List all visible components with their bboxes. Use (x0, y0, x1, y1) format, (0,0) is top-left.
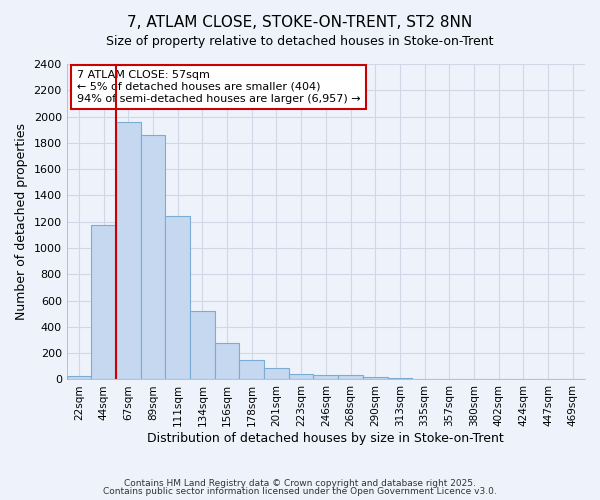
Bar (239, 360, 264, 380)
Bar (67, 376, 91, 380)
X-axis label: Distribution of detached houses by size in Stoke-on-Trent: Distribution of detached houses by size … (148, 432, 504, 445)
Text: Contains HM Land Registry data © Crown copyright and database right 2025.: Contains HM Land Registry data © Crown c… (124, 478, 476, 488)
Bar (412, 379, 437, 380)
Bar (215, 344, 239, 380)
Text: Contains public sector information licensed under the Open Government Licence v3: Contains public sector information licen… (103, 487, 497, 496)
Bar (116, 122, 141, 380)
Bar (363, 377, 388, 380)
Bar (388, 378, 412, 380)
Bar (289, 374, 313, 380)
Bar (338, 375, 363, 380)
Bar (313, 375, 338, 380)
Bar (264, 368, 289, 380)
Bar (190, 311, 215, 380)
Bar (166, 216, 190, 380)
Y-axis label: Number of detached properties: Number of detached properties (15, 123, 28, 320)
Bar (141, 135, 166, 380)
Text: 7 ATLAM CLOSE: 57sqm
← 5% of detached houses are smaller (404)
94% of semi-detac: 7 ATLAM CLOSE: 57sqm ← 5% of detached ho… (77, 70, 361, 104)
Text: Size of property relative to detached houses in Stoke-on-Trent: Size of property relative to detached ho… (106, 35, 494, 48)
Bar (91, 225, 116, 380)
Text: 7, ATLAM CLOSE, STOKE-ON-TRENT, ST2 8NN: 7, ATLAM CLOSE, STOKE-ON-TRENT, ST2 8NN (127, 15, 473, 30)
